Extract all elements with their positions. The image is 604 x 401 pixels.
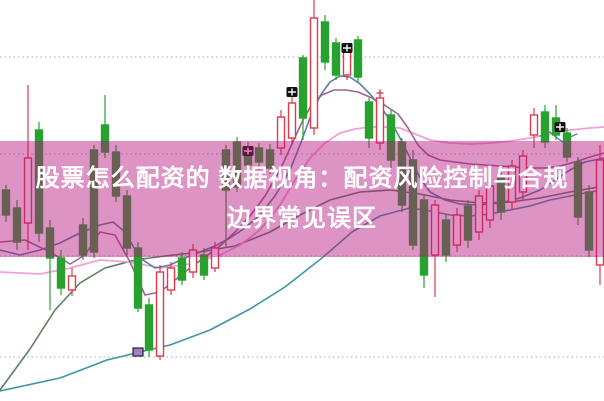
dividend-marker-icon — [132, 347, 144, 357]
candle-body — [397, 141, 407, 206]
ma-lightpink — [0, 126, 604, 275]
candle-body — [353, 39, 363, 78]
candle-body — [595, 159, 604, 266]
candle-body — [144, 304, 154, 351]
candle-body — [23, 157, 33, 224]
candle-body — [331, 42, 341, 76]
candle-body — [254, 147, 264, 163]
candle-body — [474, 195, 484, 233]
candle-body — [177, 257, 187, 281]
candle-body — [507, 165, 517, 203]
candle-body — [287, 102, 297, 139]
candle-body — [298, 57, 308, 119]
candle-body — [408, 159, 418, 246]
candle-body — [56, 257, 66, 289]
candle-body — [133, 247, 143, 309]
candle-body — [67, 275, 77, 291]
candle-body — [463, 205, 473, 241]
candle-body — [386, 114, 396, 161]
candle-body — [265, 149, 275, 169]
ma-teal — [0, 189, 604, 392]
candle-body — [375, 97, 385, 144]
candle-body — [573, 161, 583, 218]
candle-body — [276, 116, 286, 149]
candle-body — [199, 254, 209, 276]
candle-body — [166, 267, 176, 291]
candle-body — [320, 21, 330, 63]
ma-mauve — [0, 89, 604, 296]
candle-body — [1, 189, 11, 216]
candle-body — [78, 224, 88, 256]
candle-body — [122, 195, 132, 249]
candle-body — [45, 227, 55, 259]
candle-body — [584, 191, 594, 251]
candle-body — [364, 101, 374, 139]
candle-body — [452, 214, 462, 246]
candle-body — [188, 249, 198, 273]
candle-body — [309, 17, 319, 129]
candle-body — [221, 149, 231, 191]
candle-body — [100, 124, 110, 153]
candle-body — [562, 132, 572, 158]
candle-body — [155, 271, 165, 357]
candle-body — [89, 149, 99, 253]
candle-body — [529, 114, 539, 136]
candle-body — [210, 247, 220, 269]
candle-body — [540, 111, 550, 143]
candle-body — [342, 51, 352, 76]
candle-body — [485, 185, 495, 221]
candle-body — [419, 199, 429, 276]
candle-body — [111, 151, 121, 197]
candle-body — [12, 207, 22, 243]
candle-body — [441, 219, 451, 256]
candle-body — [232, 141, 242, 188]
candle-body — [430, 204, 440, 256]
candle-body — [496, 177, 506, 213]
candle-body — [34, 129, 44, 234]
candle-body — [518, 155, 528, 193]
